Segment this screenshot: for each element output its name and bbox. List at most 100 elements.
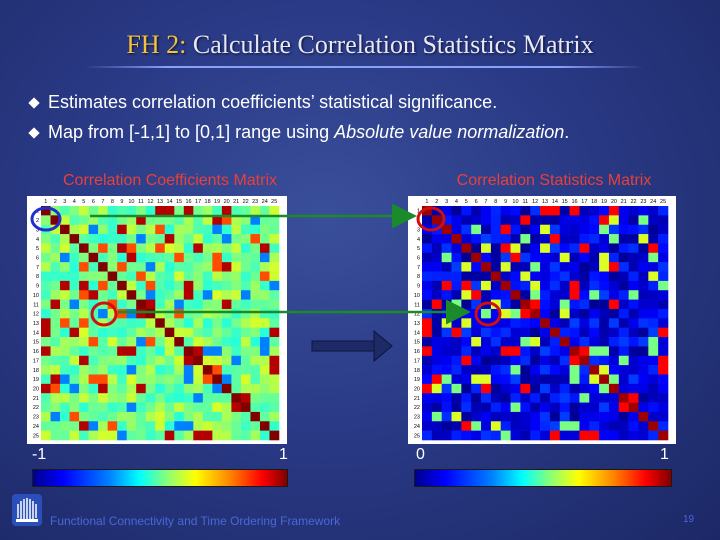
matrix-cell — [618, 234, 629, 244]
matrix-cell — [259, 308, 270, 319]
matrix-cell — [183, 393, 194, 403]
matrix-cell — [164, 308, 175, 319]
matrix-cell — [569, 402, 580, 413]
matrix-cell — [174, 365, 185, 375]
matrix-cell — [569, 252, 580, 263]
matrix-cell — [589, 234, 600, 244]
matrix-cell — [540, 393, 551, 403]
matrix-cell — [107, 318, 118, 328]
matrix-cell — [490, 290, 502, 300]
matrix-cell — [589, 430, 600, 441]
matrix-cell — [441, 280, 452, 291]
matrix-cell — [618, 280, 629, 291]
matrix-cell — [481, 355, 492, 366]
matrix-cell — [422, 355, 433, 366]
matrix-cell — [212, 308, 223, 319]
matrix-cell — [98, 337, 108, 347]
matrix-cell — [117, 252, 127, 263]
matrix-cell — [579, 224, 590, 235]
matrix-cell — [520, 271, 531, 282]
matrix-cell — [658, 290, 669, 300]
matrix-cell — [618, 299, 629, 310]
matrix-cell — [259, 393, 270, 403]
matrix-cell — [69, 355, 80, 366]
matrix-cell — [431, 318, 442, 328]
matrix-cell — [145, 299, 156, 310]
matrix-cell — [117, 290, 127, 300]
matrix-cell — [174, 243, 185, 254]
matrix-cell — [461, 206, 472, 216]
matrix-cell — [540, 243, 551, 254]
matrix-cell — [107, 327, 118, 338]
matrix-cell — [212, 290, 223, 300]
matrix-cell — [50, 215, 61, 226]
matrix-cell — [231, 393, 242, 403]
matrix-cell — [441, 327, 452, 338]
matrix-cell — [193, 430, 204, 441]
matrix-cell — [145, 355, 156, 366]
matrix-cell — [579, 206, 590, 216]
matrix-cell — [259, 374, 270, 385]
matrix-cell — [79, 383, 89, 394]
matrix-cell — [530, 318, 541, 328]
matrix-cell — [530, 411, 541, 422]
matrix-cell — [481, 374, 492, 385]
matrix-cell — [510, 271, 521, 282]
matrix-cell — [500, 271, 511, 282]
matrix-cell — [250, 337, 261, 347]
matrix-cell — [530, 299, 541, 310]
matrix-cell — [618, 215, 629, 226]
matrix-cell — [88, 234, 99, 244]
matrix-cell — [589, 393, 600, 403]
matrix-cell — [422, 271, 433, 282]
matrix-cell — [60, 243, 70, 254]
matrix-row-label: 6 — [417, 255, 420, 261]
matrix-cell — [451, 262, 462, 272]
matrix-cell — [658, 206, 669, 216]
matrix-cell — [183, 383, 194, 394]
matrix-cell — [126, 243, 137, 254]
matrix-cell — [638, 346, 649, 357]
matrix-cell — [164, 206, 175, 216]
matrix-cell — [490, 383, 502, 394]
matrix-cell — [658, 346, 669, 357]
matrix-cell — [628, 308, 639, 319]
matrix-cell — [98, 374, 108, 385]
matrix-cell — [69, 421, 80, 431]
matrix-cell — [658, 393, 669, 403]
matrix-cell — [41, 215, 51, 226]
matrix-cell — [559, 393, 570, 403]
matrix-cell — [212, 393, 223, 403]
matrix-cell — [549, 355, 561, 366]
matrix-cell — [500, 355, 511, 366]
matrix-cell — [520, 243, 531, 254]
matrix-cell — [510, 355, 521, 366]
matrix-cell — [221, 337, 232, 347]
matrix-row-label: 21 — [414, 396, 420, 402]
matrix-cell — [269, 365, 280, 375]
matrix-cell — [202, 374, 213, 385]
matrix-cell — [451, 346, 462, 357]
matrix-cell — [540, 262, 551, 272]
matrix-cell — [269, 318, 280, 328]
matrix-cell — [510, 346, 521, 357]
right-colorbar — [414, 469, 672, 487]
matrix-cell — [50, 224, 61, 235]
matrix-cell — [569, 327, 580, 338]
matrix-cell — [648, 280, 659, 291]
matrix-cell — [540, 430, 551, 441]
matrix-column-label: 15 — [176, 199, 182, 205]
matrix-cell — [69, 252, 80, 263]
matrix-cell — [240, 402, 251, 413]
matrix-cell — [559, 430, 570, 441]
matrix-cell — [145, 308, 156, 319]
matrix-cell — [174, 215, 185, 226]
matrix-cell — [579, 262, 590, 272]
matrix-cell — [98, 224, 108, 235]
matrix-cell — [481, 252, 492, 263]
matrix-cell — [579, 365, 590, 375]
matrix-cell — [259, 430, 270, 441]
matrix-row-label: 14 — [33, 330, 39, 336]
matrix-cell — [589, 262, 600, 272]
matrix-cell — [221, 430, 232, 441]
